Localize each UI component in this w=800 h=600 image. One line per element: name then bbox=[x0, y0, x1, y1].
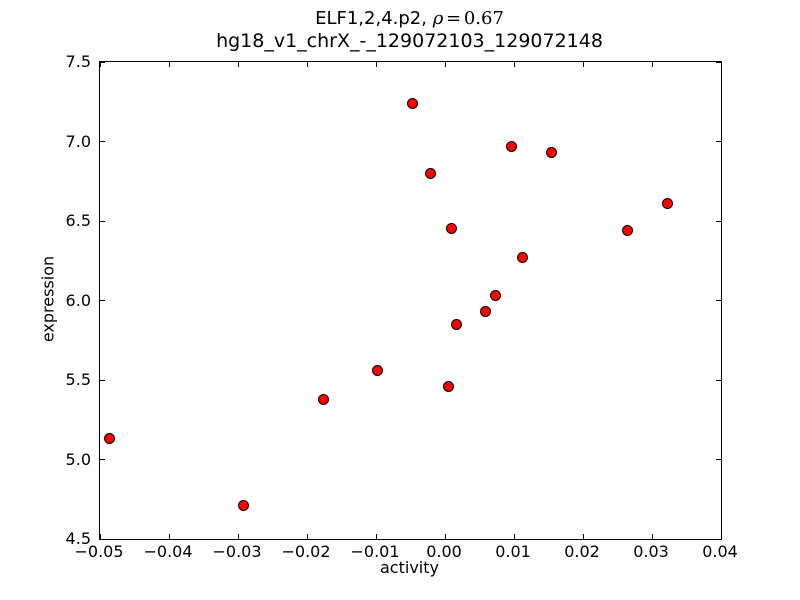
data-point bbox=[661, 198, 673, 209]
y-tick-mark-left bbox=[100, 538, 105, 540]
x-tick-label: −0.01 bbox=[350, 542, 400, 561]
x-tick-mark-top bbox=[444, 62, 446, 67]
x-tick-label: −0.05 bbox=[74, 542, 124, 561]
x-tick-mark-bottom bbox=[99, 534, 101, 539]
y-tick-mark-right bbox=[716, 300, 721, 301]
data-point bbox=[104, 433, 116, 445]
y-tick-mark-left bbox=[100, 300, 105, 301]
y-tick-label: 4.5 bbox=[65, 529, 91, 548]
y-tick-label: 7.5 bbox=[65, 52, 91, 71]
title-correlation-value: = 0.67 bbox=[443, 8, 504, 29]
x-tick-mark-bottom bbox=[237, 534, 239, 539]
title-text: ELF1,2,4.p2, bbox=[315, 8, 433, 29]
x-tick-label: −0.04 bbox=[143, 542, 193, 561]
x-tick-mark-top bbox=[375, 62, 377, 67]
y-tick-label: 6.0 bbox=[65, 290, 91, 310]
y-tick-mark-left bbox=[100, 459, 105, 460]
x-tick-mark-bottom bbox=[444, 534, 446, 539]
x-tick-mark-top bbox=[651, 62, 653, 67]
x-tick-label: 0.04 bbox=[702, 542, 738, 561]
data-point bbox=[489, 290, 501, 302]
y-tick-mark-right bbox=[716, 379, 721, 381]
data-point bbox=[506, 140, 518, 152]
data-point bbox=[451, 318, 463, 330]
data-point bbox=[238, 500, 250, 512]
data-point bbox=[446, 223, 458, 235]
x-tick-label: 0.02 bbox=[564, 542, 600, 561]
x-tick-mark-top bbox=[237, 62, 239, 67]
y-tick-mark-left bbox=[100, 61, 105, 63]
y-tick-label: 5.5 bbox=[65, 370, 91, 389]
x-tick-mark-top bbox=[582, 62, 584, 67]
data-point bbox=[545, 147, 557, 159]
x-tick-mark-top bbox=[99, 62, 101, 67]
data-point bbox=[622, 225, 634, 237]
y-tick-label: 7.0 bbox=[65, 131, 91, 151]
data-point bbox=[371, 364, 383, 376]
x-tick-label: −0.03 bbox=[212, 542, 262, 561]
x-axis-label: activity bbox=[380, 558, 439, 577]
data-point bbox=[425, 167, 436, 179]
x-tick-label: −0.02 bbox=[281, 542, 331, 561]
x-tick-mark-bottom bbox=[375, 534, 377, 539]
y-tick-mark-right bbox=[716, 538, 721, 540]
x-tick-label: 0.01 bbox=[495, 542, 531, 561]
y-tick-mark-left bbox=[100, 379, 105, 381]
x-tick-mark-bottom bbox=[651, 534, 653, 539]
chart-title-block: ELF1,2,4.p2, ρ = 0.67 hg18_v1_chrX_-_129… bbox=[99, 8, 720, 52]
x-tick-label: 0.00 bbox=[426, 542, 462, 561]
x-tick-label: 0.03 bbox=[633, 542, 669, 561]
plot-area bbox=[99, 61, 722, 540]
y-tick-mark-left bbox=[100, 141, 105, 142]
x-tick-mark-bottom bbox=[513, 534, 515, 539]
y-tick-mark-right bbox=[716, 459, 721, 460]
x-tick-mark-top bbox=[513, 62, 515, 67]
title-rho-symbol: ρ bbox=[432, 8, 444, 29]
y-tick-label: 6.5 bbox=[65, 211, 91, 230]
x-tick-mark-bottom bbox=[306, 534, 308, 539]
data-point bbox=[407, 97, 419, 109]
data-point bbox=[480, 306, 492, 318]
x-tick-mark-top bbox=[720, 62, 722, 67]
x-tick-mark-bottom bbox=[582, 534, 584, 539]
chart-title: ELF1,2,4.p2, ρ = 0.67 bbox=[99, 8, 720, 30]
y-tick-mark-right bbox=[716, 220, 721, 222]
data-point bbox=[318, 393, 330, 405]
y-tick-mark-right bbox=[716, 141, 721, 142]
y-tick-mark-right bbox=[716, 61, 721, 63]
y-tick-label: 5.0 bbox=[65, 449, 91, 469]
chart-subtitle: hg18_v1_chrX_-_129072103_129072148 bbox=[216, 30, 603, 52]
x-tick-mark-bottom bbox=[168, 534, 170, 539]
x-tick-mark-bottom bbox=[720, 534, 722, 539]
y-tick-mark-left bbox=[100, 220, 105, 222]
data-point bbox=[517, 252, 529, 264]
data-point bbox=[442, 380, 454, 392]
x-tick-mark-top bbox=[306, 62, 308, 67]
x-tick-mark-top bbox=[168, 62, 170, 67]
